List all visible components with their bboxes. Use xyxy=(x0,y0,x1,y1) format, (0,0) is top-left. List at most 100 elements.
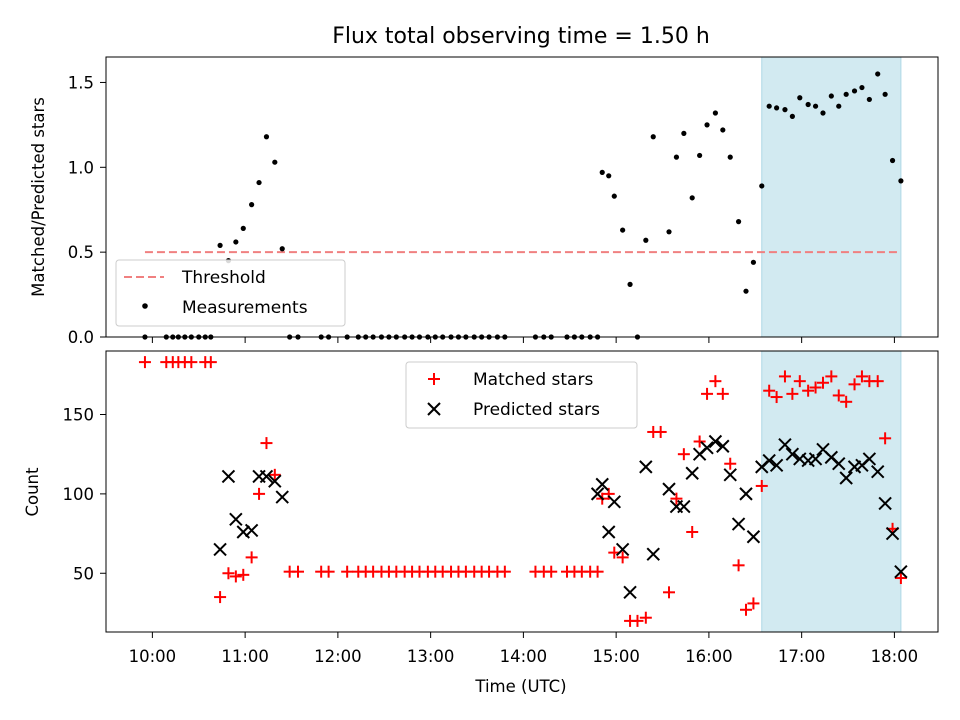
measurement-point xyxy=(249,202,255,208)
measurement-point xyxy=(256,179,262,186)
matched-star-point xyxy=(663,586,676,599)
measurement-point xyxy=(743,288,749,294)
predicted-star-point xyxy=(646,547,660,561)
measurement-point xyxy=(599,169,605,175)
measurement-point xyxy=(836,103,842,109)
measurement-point xyxy=(828,93,834,99)
matched-star-point xyxy=(793,375,806,388)
measurement-point xyxy=(812,103,819,109)
measurement-point xyxy=(620,227,626,233)
legend-predicted-swatch xyxy=(427,402,441,416)
matched-star-point xyxy=(185,356,198,369)
top-legend: Threshold Measurements xyxy=(115,259,346,327)
top-legend-box xyxy=(115,259,346,327)
predicted-star-point xyxy=(832,457,846,471)
measurement-point xyxy=(712,110,718,116)
panel-bottom-frame xyxy=(105,350,939,633)
predicted-star-point xyxy=(662,482,676,496)
predicted-star-point xyxy=(739,487,753,501)
matched-star-point xyxy=(832,389,845,402)
matched-star-point xyxy=(686,525,699,538)
matched-star-point xyxy=(732,559,745,572)
matched-star-point xyxy=(214,591,227,604)
bottom-observing-window xyxy=(761,350,902,633)
predicted-star-point xyxy=(885,526,900,541)
matched-star-point xyxy=(879,432,892,445)
measurement-point xyxy=(606,173,612,179)
bottom-y-tick-label: 150 xyxy=(63,406,95,425)
predicted-star-point xyxy=(746,530,761,544)
measurement-point xyxy=(650,134,656,140)
matched-star-point xyxy=(545,565,558,578)
measurement-point xyxy=(704,122,710,128)
predicted-star-point xyxy=(268,474,282,488)
predicted-star-point xyxy=(607,495,621,509)
bottom-x-tick-label: 10:00 xyxy=(129,647,177,666)
matched-star-point xyxy=(786,387,799,400)
measurement-point xyxy=(735,219,742,225)
measurement-point xyxy=(611,193,617,199)
matched-star-point xyxy=(138,356,151,369)
measurement-point xyxy=(750,259,757,265)
matched-star-point xyxy=(716,387,729,400)
chart-title: Flux total observing time = 1.50 h xyxy=(332,24,710,49)
matched-star-point xyxy=(763,384,776,397)
matched-star-point xyxy=(816,376,829,389)
measurement-point xyxy=(697,152,703,159)
legend-matched-swatch xyxy=(428,373,440,385)
bottom-x-tick-label: 16:00 xyxy=(685,647,733,666)
predicted-star-point xyxy=(769,458,784,473)
bottom-x-tick-label: 18:00 xyxy=(871,647,919,666)
bottom-x-tick-label: 17:00 xyxy=(778,647,826,666)
bottom-x-tick-label: 12:00 xyxy=(314,647,362,666)
matched-star-point xyxy=(809,381,822,394)
matched-star-point xyxy=(322,565,335,578)
matched-star-point xyxy=(292,565,304,578)
matched-star-point xyxy=(724,457,737,470)
matched-star-point xyxy=(616,551,629,564)
measurement-point xyxy=(898,178,904,184)
legend-measurements-swatch xyxy=(142,303,148,309)
measurement-point xyxy=(875,71,881,77)
top-y-tick-label: 0.0 xyxy=(68,328,94,347)
x-axis-label: Time (UTC) xyxy=(474,677,566,696)
matched-star-point xyxy=(740,603,752,616)
measurement-point xyxy=(727,154,733,160)
predicted-star-point xyxy=(862,452,877,466)
legend-threshold-label: Threshold xyxy=(181,268,266,288)
bottom-x-tick-label: 13:00 xyxy=(407,647,455,666)
measurement-point xyxy=(782,107,788,113)
measurement-point xyxy=(766,103,772,109)
measurement-point xyxy=(627,281,633,287)
matched-star-point xyxy=(778,370,791,383)
predicted-star-point xyxy=(213,542,227,557)
predicted-star-point xyxy=(785,447,800,461)
measurement-point xyxy=(233,239,239,245)
matched-star-point xyxy=(871,375,884,388)
matched-star-point xyxy=(747,597,760,610)
matched-star-point xyxy=(260,437,273,450)
measurement-point xyxy=(643,237,649,243)
predicted-star-point xyxy=(639,460,653,474)
predicted-star-point xyxy=(229,512,243,526)
measurement-point xyxy=(820,110,826,116)
matched-star-point xyxy=(709,375,722,388)
measurement-point xyxy=(272,159,278,165)
measurement-point xyxy=(797,95,803,101)
predicted-star-point xyxy=(602,525,616,539)
predicted-star-point xyxy=(808,452,823,466)
predicted-star-point xyxy=(275,490,289,504)
measurement-point xyxy=(681,130,687,136)
measurement-point xyxy=(759,183,765,189)
bottom-y-tick-label: 100 xyxy=(63,485,95,504)
matched-star-point xyxy=(654,425,667,438)
predicted-star-point xyxy=(244,523,259,538)
measurement-point xyxy=(866,96,872,103)
top-y-axis-label: Matched/Predicted stars xyxy=(29,97,48,297)
top-observing-window xyxy=(761,56,902,338)
predicted-star-point xyxy=(839,471,853,485)
bottom-x-tick-label: 15:00 xyxy=(592,647,640,666)
predicted-star-point xyxy=(716,439,730,453)
predicted-star-point xyxy=(677,499,691,514)
